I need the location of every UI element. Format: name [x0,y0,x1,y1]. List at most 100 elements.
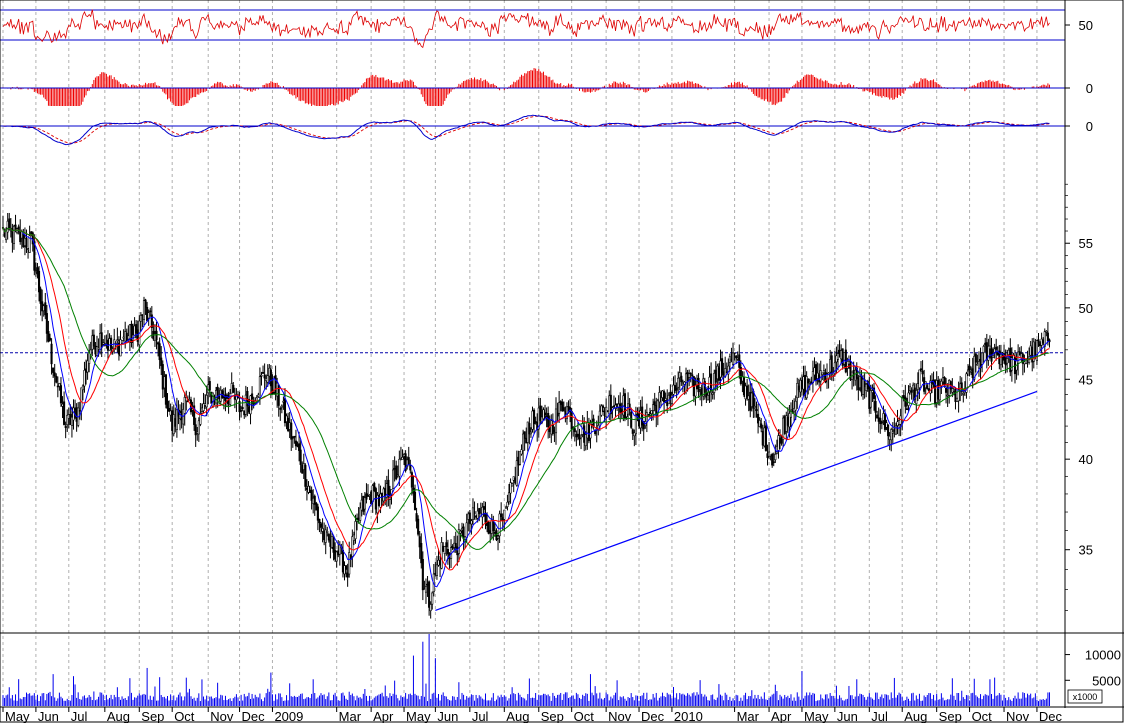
indicator-tick-label: 50 [1079,18,1093,33]
candle-body [421,559,424,591]
volume-tick-label: 10000 [1085,648,1121,663]
month-label: Oct [972,709,993,723]
candle-body [670,394,673,404]
candle-body [304,464,307,487]
candle-body [504,507,507,509]
candle-body [515,460,518,486]
candle-body [901,396,904,421]
candle-body [435,564,438,576]
candle-body [338,544,341,555]
candle-body [887,424,890,437]
price-tick-label: 45 [1079,372,1093,387]
candle-body [539,405,542,421]
candle-body [880,421,883,424]
candle-body [529,431,532,435]
candle-body [926,385,929,390]
month-label: Mar [737,709,760,723]
candle-body [757,413,760,424]
candle-body [299,449,302,465]
candle-body [912,384,915,391]
candle-body [465,522,468,538]
candle-body [39,288,42,304]
candle-body [628,403,631,411]
support-trendline [435,390,1038,612]
candle-body [966,369,970,372]
candle-body [95,346,99,356]
candle-body [280,405,283,408]
candle-body [429,604,432,612]
candle-body [53,372,56,377]
candle-body [965,373,968,393]
candle-body [279,408,282,410]
candle-body [907,392,910,406]
candle-body [796,383,799,399]
candle-body [258,376,261,398]
candle-body [420,542,423,564]
candle-body [160,357,163,367]
candle-body [992,354,995,359]
candle-body [202,403,205,411]
candle-body [395,465,398,480]
candle-body [874,401,877,413]
candle-body [116,339,119,342]
candle-body [407,457,410,465]
candle-body [689,372,692,375]
indicator-tick-label: 0 [1086,81,1093,96]
candle-body [238,401,241,413]
candle-body [319,523,323,528]
month-label: 2010 [674,709,703,723]
candle-body [310,490,313,501]
month-label: Jun [837,709,858,723]
candle-body [205,394,208,408]
candle-body [5,228,8,241]
candle-body [721,358,724,374]
price-tick-label: 35 [1079,543,1093,558]
candle-body [523,431,526,439]
candle-body [481,506,484,518]
candle-body [277,385,280,406]
candle-body [418,536,421,548]
candle-body [44,302,47,316]
month-label: Dec [242,709,266,723]
candle-body [872,387,876,399]
candle-body [251,393,254,400]
month-label: Dec [1039,709,1063,723]
volume-unit-box [1067,689,1103,704]
candle-body [584,434,587,447]
candle-body [583,425,586,443]
candle-body [307,486,310,493]
candle-body [324,529,327,543]
candle-body [359,507,362,521]
candle-body [746,385,749,398]
candle-body [183,397,186,414]
candle-body [263,374,266,379]
candle-body [910,390,913,393]
candle-body [511,483,514,487]
candle-body [556,412,559,417]
volume-pane [2,634,1050,706]
candle-body [601,405,605,408]
candle-body [846,361,849,369]
candle-body [28,235,31,253]
candle-body [558,402,561,414]
candle-body [428,581,431,608]
candle-body [547,413,550,428]
month-label: Nov [608,709,632,723]
oscillator-line [2,9,1050,49]
candle-body [739,367,742,384]
candle-body [63,401,66,425]
candle-body [960,382,963,392]
candle-body [562,407,565,411]
candle-body [70,416,73,426]
candle-body [731,352,735,365]
candle-body [464,536,467,540]
candle-body [954,389,957,402]
price-tick-label: 50 [1079,301,1093,316]
candle-body [780,436,783,444]
candle-body [919,368,923,371]
candle-body [522,433,525,451]
candle-body [470,520,473,525]
candle-body [883,414,887,430]
